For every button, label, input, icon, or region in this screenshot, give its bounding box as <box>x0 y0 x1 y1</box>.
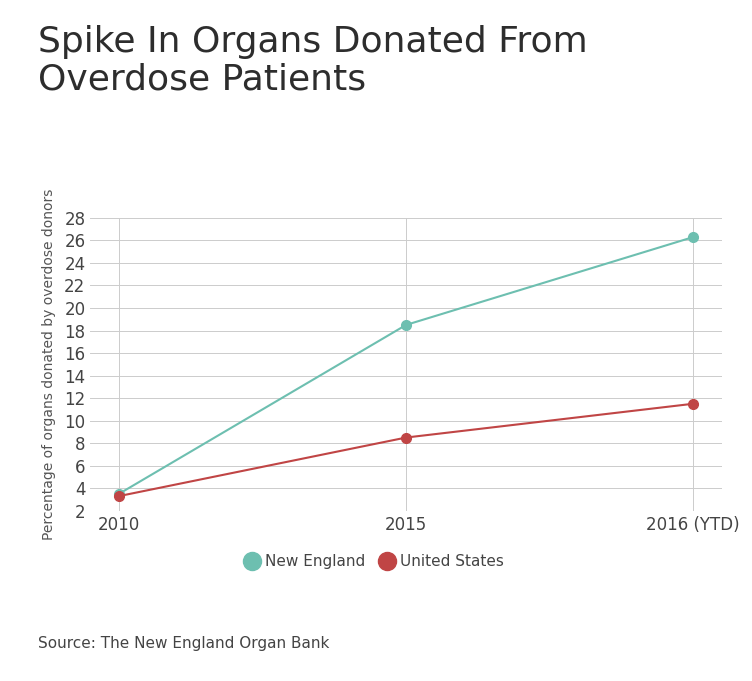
Text: Spike In Organs Donated From
Overdose Patients: Spike In Organs Donated From Overdose Pa… <box>38 25 587 97</box>
Legend: New England, United States: New England, United States <box>242 548 510 575</box>
Y-axis label: Percentage of organs donated by overdose donors: Percentage of organs donated by overdose… <box>42 189 56 540</box>
Text: Source: The New England Organ Bank: Source: The New England Organ Bank <box>38 636 329 651</box>
